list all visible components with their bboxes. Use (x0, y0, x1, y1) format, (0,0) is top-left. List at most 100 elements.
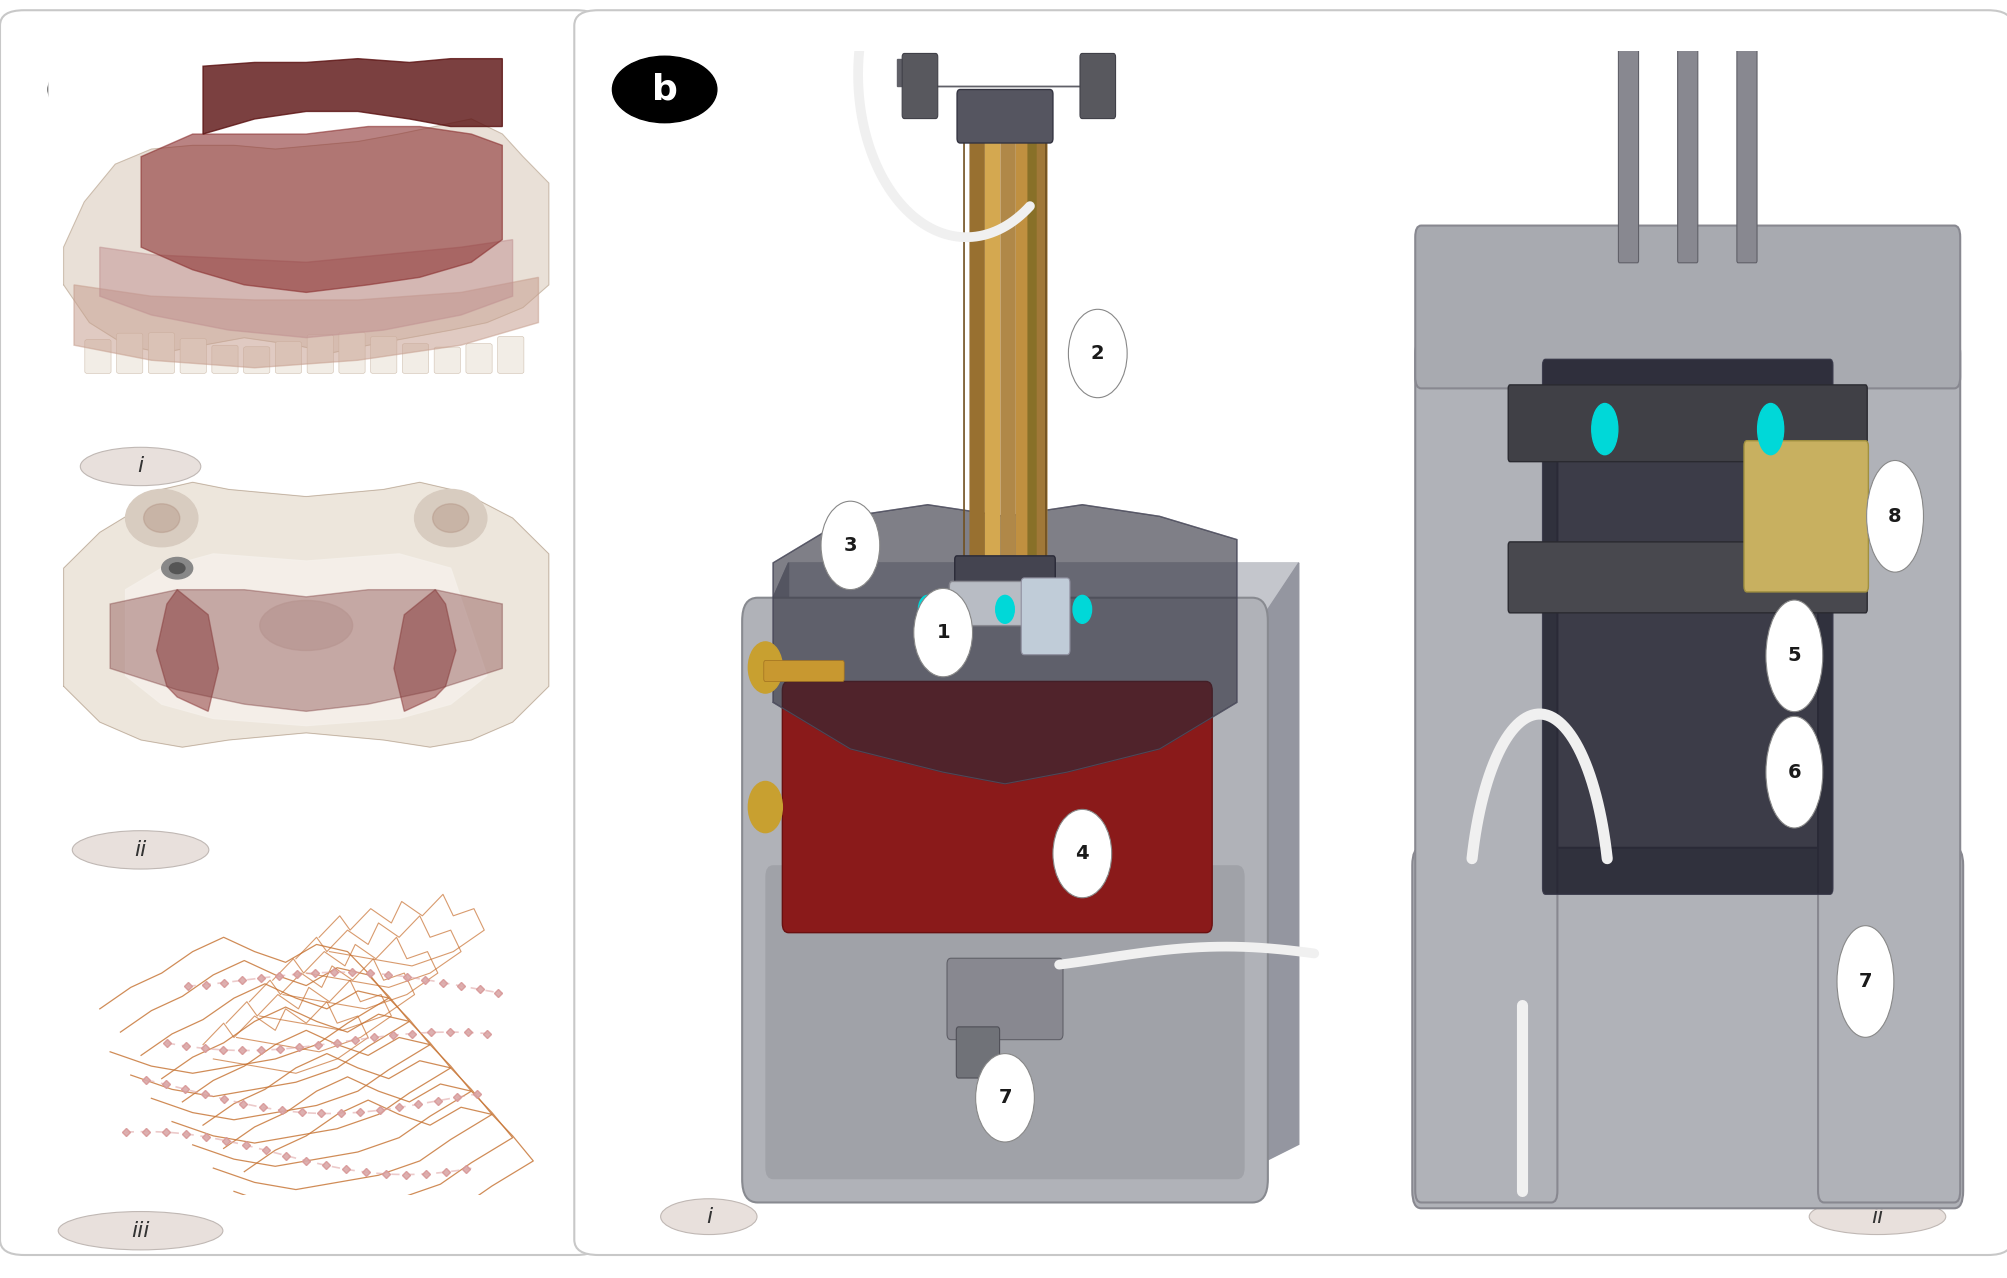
Circle shape (1764, 717, 1822, 828)
Text: i: i (704, 1206, 712, 1227)
FancyBboxPatch shape (149, 332, 175, 373)
Polygon shape (64, 119, 548, 353)
FancyBboxPatch shape (1676, 49, 1698, 263)
Polygon shape (140, 127, 502, 293)
Text: 7: 7 (997, 1089, 1012, 1107)
Circle shape (913, 588, 971, 677)
FancyBboxPatch shape (1411, 847, 1963, 1208)
Circle shape (917, 596, 937, 624)
FancyBboxPatch shape (1736, 49, 1756, 263)
Polygon shape (757, 562, 1299, 633)
FancyBboxPatch shape (969, 109, 983, 575)
Ellipse shape (432, 504, 468, 533)
FancyBboxPatch shape (1080, 54, 1116, 119)
Circle shape (1072, 596, 1092, 624)
FancyBboxPatch shape (84, 340, 110, 373)
Text: 3: 3 (843, 535, 857, 555)
Text: 8: 8 (1887, 507, 1901, 525)
FancyBboxPatch shape (1036, 109, 1048, 575)
FancyBboxPatch shape (466, 344, 492, 373)
Circle shape (163, 557, 193, 579)
Ellipse shape (413, 489, 486, 547)
Ellipse shape (72, 831, 209, 869)
FancyBboxPatch shape (1415, 343, 1557, 1203)
FancyBboxPatch shape (1415, 226, 1959, 389)
FancyBboxPatch shape (434, 348, 460, 373)
Text: 2: 2 (1090, 344, 1104, 363)
FancyBboxPatch shape (1507, 542, 1867, 613)
Circle shape (1836, 925, 1893, 1038)
Polygon shape (74, 277, 538, 368)
Polygon shape (203, 59, 502, 134)
Text: 1: 1 (935, 624, 949, 642)
Polygon shape (773, 505, 1236, 783)
FancyBboxPatch shape (949, 581, 1060, 626)
Ellipse shape (145, 504, 181, 533)
Polygon shape (757, 562, 789, 1168)
FancyBboxPatch shape (1507, 385, 1867, 461)
FancyBboxPatch shape (307, 335, 333, 373)
FancyBboxPatch shape (181, 339, 207, 373)
Text: 6: 6 (1786, 763, 1800, 782)
FancyBboxPatch shape (498, 336, 524, 373)
Ellipse shape (259, 601, 353, 651)
FancyBboxPatch shape (116, 334, 142, 373)
FancyBboxPatch shape (275, 341, 301, 373)
FancyBboxPatch shape (957, 89, 1052, 143)
Text: a: a (88, 73, 112, 106)
Polygon shape (126, 553, 486, 726)
FancyBboxPatch shape (743, 598, 1266, 1203)
Ellipse shape (1808, 1199, 1945, 1235)
FancyBboxPatch shape (401, 344, 427, 373)
FancyBboxPatch shape (243, 346, 269, 373)
Polygon shape (1252, 562, 1299, 1168)
Circle shape (995, 596, 1014, 624)
FancyBboxPatch shape (765, 865, 1244, 1180)
Circle shape (1756, 404, 1782, 455)
FancyBboxPatch shape (999, 109, 1016, 575)
FancyBboxPatch shape (0, 10, 600, 1255)
Text: iii: iii (130, 1220, 151, 1241)
Ellipse shape (58, 1212, 223, 1250)
FancyBboxPatch shape (783, 681, 1212, 933)
FancyBboxPatch shape (1541, 359, 1832, 895)
Circle shape (1764, 601, 1822, 712)
FancyBboxPatch shape (983, 109, 999, 575)
Ellipse shape (660, 1199, 757, 1235)
FancyBboxPatch shape (371, 336, 397, 373)
Circle shape (48, 56, 153, 123)
Polygon shape (157, 589, 219, 712)
Circle shape (821, 501, 879, 589)
Circle shape (975, 1053, 1034, 1143)
FancyBboxPatch shape (947, 958, 1062, 1040)
Text: ii: ii (134, 840, 147, 860)
Polygon shape (110, 589, 502, 712)
FancyBboxPatch shape (339, 332, 365, 373)
FancyBboxPatch shape (48, 51, 564, 428)
Polygon shape (100, 240, 512, 337)
Text: b: b (652, 73, 676, 106)
Circle shape (612, 56, 716, 123)
Polygon shape (897, 59, 1112, 86)
Circle shape (1052, 809, 1112, 897)
Circle shape (1592, 404, 1618, 455)
FancyBboxPatch shape (763, 661, 843, 681)
FancyBboxPatch shape (1016, 109, 1032, 575)
FancyBboxPatch shape (1022, 578, 1070, 654)
FancyBboxPatch shape (1028, 109, 1042, 575)
FancyBboxPatch shape (574, 10, 2007, 1255)
FancyBboxPatch shape (1618, 49, 1638, 263)
Text: ii: ii (1871, 1206, 1883, 1227)
Text: 4: 4 (1076, 843, 1088, 863)
Circle shape (1867, 460, 1923, 573)
Polygon shape (757, 633, 1252, 1168)
Circle shape (169, 562, 185, 574)
Polygon shape (64, 482, 548, 748)
Circle shape (749, 781, 783, 833)
FancyBboxPatch shape (213, 345, 239, 373)
Ellipse shape (80, 447, 201, 486)
Circle shape (749, 642, 783, 693)
FancyBboxPatch shape (901, 54, 937, 119)
FancyBboxPatch shape (1816, 343, 1959, 1203)
FancyBboxPatch shape (1744, 441, 1867, 592)
